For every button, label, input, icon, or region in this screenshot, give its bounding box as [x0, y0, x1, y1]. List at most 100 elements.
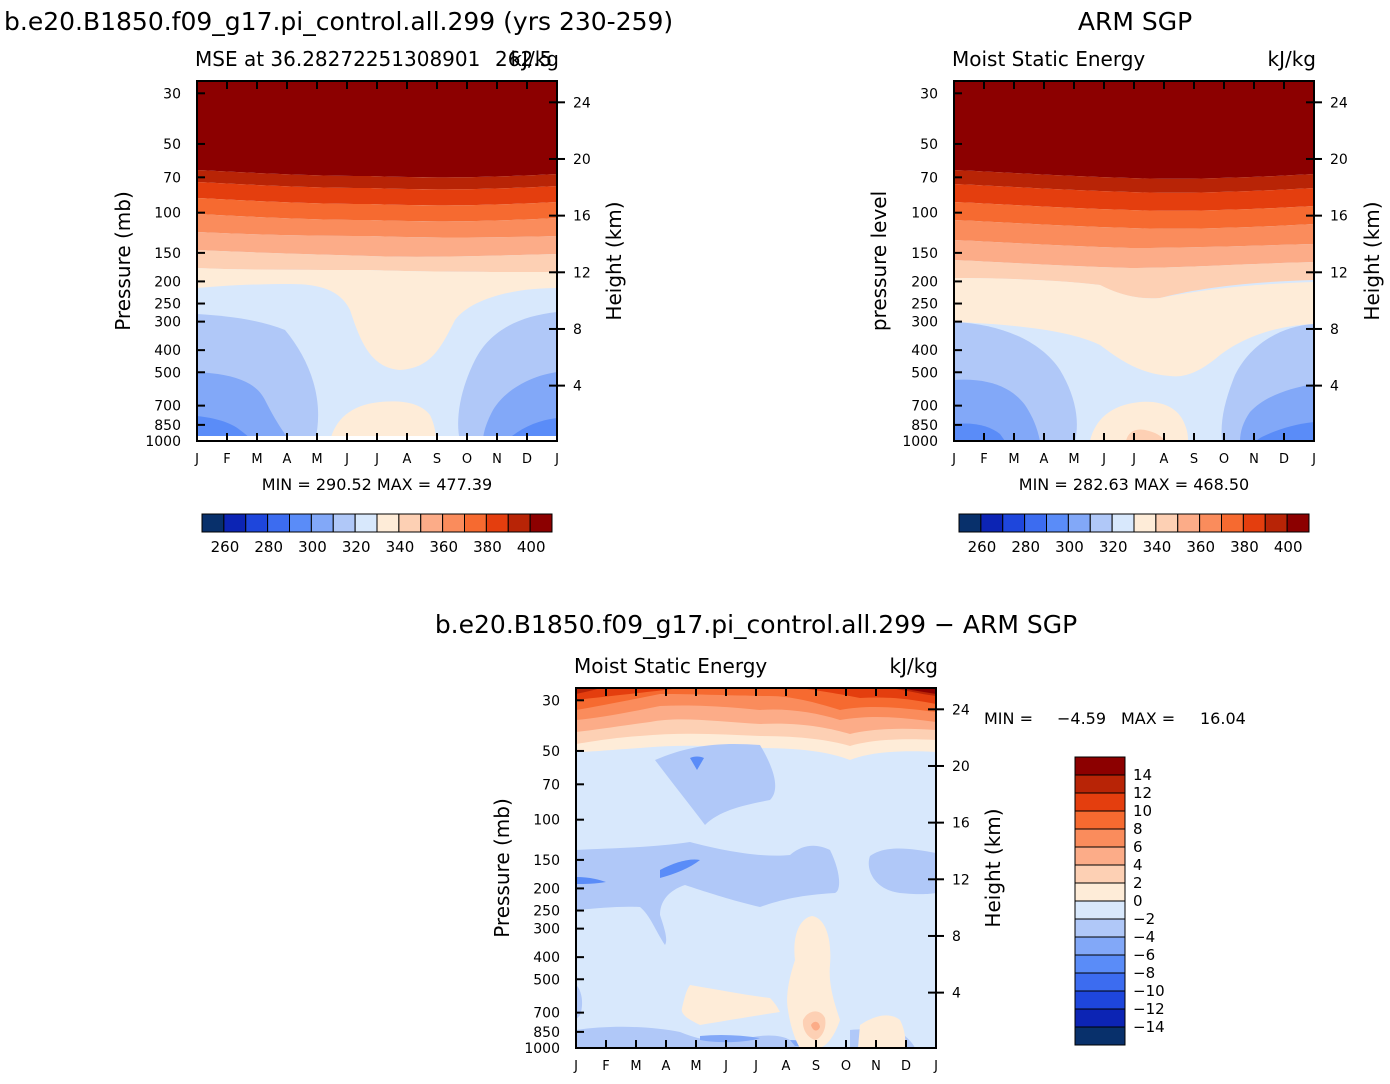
- colorbar-swatch: [1221, 513, 1244, 533]
- y2-tick-label: 20: [573, 152, 591, 168]
- y-tick-label: 70: [163, 170, 181, 186]
- colorbar-swatch: [1074, 810, 1126, 830]
- y-tick-label: 700: [154, 399, 181, 415]
- colorbar-swatch: [245, 513, 269, 533]
- y-tick-label: 400: [154, 343, 181, 359]
- y-tick-label: 250: [154, 297, 181, 313]
- diff-stats-max: 16.04: [1200, 709, 1246, 728]
- diff-units: kJ/kg: [890, 654, 939, 678]
- y2-tick-label: 20: [1330, 152, 1348, 168]
- colorbar-label: 280: [1011, 538, 1040, 556]
- x-tick-label: S: [812, 1059, 820, 1074]
- obs-y2-label: Height (km): [1360, 201, 1384, 320]
- colorbar-swatch: [980, 513, 1004, 533]
- y-tick-label: 850: [911, 418, 938, 434]
- colorbar-swatch: [1074, 846, 1126, 866]
- colorbar-swatch: [1074, 882, 1126, 902]
- y2-tick-label: 16: [1330, 209, 1348, 225]
- y-tick-label: 200: [911, 274, 938, 290]
- colorbar-label: 10: [1133, 802, 1152, 820]
- x-tick-label: S: [1190, 452, 1198, 467]
- obs-y-label: pressure level: [867, 191, 891, 331]
- colorbar-swatch: [1264, 513, 1288, 533]
- model-y-label: Pressure (mb): [111, 191, 135, 331]
- colorbar-swatch: [1242, 513, 1266, 533]
- colorbar-swatch: [1111, 513, 1135, 533]
- x-tick-label: J: [753, 1059, 758, 1074]
- colorbar-swatch: [1074, 1008, 1126, 1028]
- colorbar-label: −10: [1133, 982, 1165, 1000]
- colorbar-label: 300: [298, 538, 327, 556]
- colorbar-swatch: [1074, 990, 1126, 1010]
- y-tick-label: 30: [920, 86, 938, 102]
- colorbar-label: 14: [1133, 766, 1152, 784]
- x-tick-label: J: [374, 452, 379, 467]
- x-tick-label: A: [1040, 452, 1049, 467]
- diff-panel: Moist Static Energy kJ/kg: [490, 654, 1246, 1074]
- model-contour-fill: [197, 81, 557, 441]
- x-tick-label: F: [602, 1059, 609, 1074]
- diff-title: b.e20.B1850.f09_g17.pi_control.all.299 −…: [435, 610, 1077, 639]
- colorbar-label: −14: [1133, 1018, 1165, 1036]
- y-tick-label: 70: [542, 777, 560, 793]
- y-tick-label: 30: [163, 86, 181, 102]
- colorbar-swatch: [507, 513, 531, 533]
- colorbar-label: 4: [1133, 856, 1143, 874]
- x-tick-label: M: [1068, 452, 1079, 467]
- colorbar-swatch: [1074, 1026, 1126, 1046]
- y-tick-label: 300: [911, 315, 938, 331]
- colorbar-swatch: [958, 513, 982, 533]
- colorbar-swatch: [201, 513, 225, 533]
- obs-panel: Moist Static Energy kJ/kg J F M A M J J A S O N D J 3…: [867, 47, 1384, 556]
- y2-tick-label: 8: [573, 322, 582, 338]
- colorbar-label: −2: [1133, 910, 1155, 928]
- model-colorbar: 260 280 300 320 340 360 380 400: [201, 513, 553, 556]
- x-tick-label: M: [1008, 452, 1019, 467]
- y2-tick-label: 8: [952, 929, 961, 945]
- colorbar-swatch: [529, 513, 553, 533]
- model-y2-label: Height (km): [602, 201, 626, 320]
- y-tick-label: 150: [533, 853, 560, 869]
- colorbar-label: 320: [342, 538, 371, 556]
- y-tick-label: 200: [533, 881, 560, 897]
- x-tick-label: J: [554, 452, 559, 467]
- x-tick-label: N: [871, 1059, 881, 1074]
- colorbar-label: 8: [1133, 820, 1143, 838]
- y-tick-label: 200: [154, 274, 181, 290]
- x-tick-label: A: [283, 452, 292, 467]
- y2-tick-label: 12: [1330, 265, 1348, 281]
- obs-axes: J F M A M J J A S O N D J 30 50 70 100 150 200 250 300 400 500…: [902, 81, 1348, 467]
- diff-stats-min-label: MIN =: [984, 709, 1033, 728]
- x-tick-label: F: [980, 452, 987, 467]
- colorbar-swatch: [485, 513, 509, 533]
- y2-tick-label: 12: [952, 872, 970, 888]
- colorbar-label: 400: [1274, 538, 1303, 556]
- colorbar-swatch: [1074, 918, 1126, 938]
- y2-tick-label: 20: [952, 759, 970, 775]
- diff-contour-fill: [576, 688, 936, 1048]
- colorbar-swatch: [223, 513, 247, 533]
- y-tick-label: 400: [911, 343, 938, 359]
- y-tick-label: 70: [920, 170, 938, 186]
- colorbar-label: −4: [1133, 928, 1155, 946]
- x-tick-label: N: [1249, 452, 1259, 467]
- colorbar-label: 360: [429, 538, 458, 556]
- colorbar-label: 12: [1133, 784, 1152, 802]
- colorbar-swatch: [1067, 513, 1091, 533]
- y-tick-label: 700: [533, 1006, 560, 1022]
- x-tick-label: J: [194, 452, 199, 467]
- y2-tick-label: 24: [1330, 95, 1348, 111]
- colorbar-label: −12: [1133, 1000, 1165, 1018]
- x-tick-label: D: [522, 452, 532, 467]
- colorbar-swatch: [1155, 513, 1179, 533]
- colorbar-swatch: [1286, 513, 1310, 533]
- obs-contour-fill: [954, 81, 1314, 441]
- colorbar-swatch: [332, 513, 356, 533]
- x-tick-label: M: [690, 1059, 701, 1074]
- colorbar-swatch: [1046, 513, 1069, 533]
- colorbar-label: 280: [254, 538, 283, 556]
- colorbar-label: 0: [1133, 892, 1143, 910]
- colorbar-swatch: [1074, 864, 1126, 884]
